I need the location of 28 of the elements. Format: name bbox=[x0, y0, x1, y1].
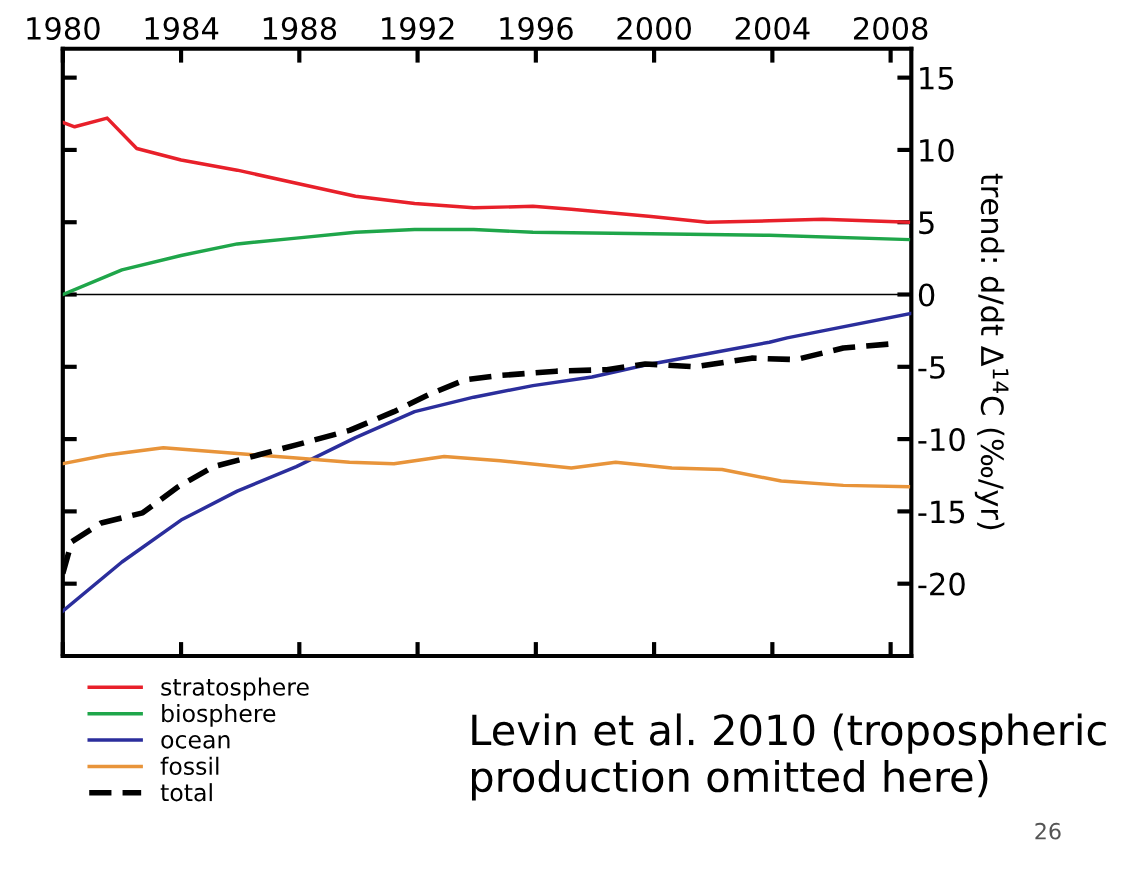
legend-label: biosphere bbox=[162, 703, 276, 727]
line-series bbox=[62, 311, 912, 613]
y-tick-label: 5 bbox=[919, 211, 934, 235]
y-tick-label: 10 bbox=[920, 138, 954, 162]
line-series bbox=[62, 446, 911, 489]
x-tick-label: 1980 bbox=[27, 16, 100, 41]
legend-label: fossil bbox=[160, 756, 219, 776]
x-tick-label: 2000 bbox=[617, 16, 691, 41]
x-tick-label: 1992 bbox=[382, 16, 454, 41]
x-tick-label: 2008 bbox=[853, 16, 928, 41]
y-tick-label: -10 bbox=[918, 428, 965, 452]
x-tick-label: 2004 bbox=[735, 16, 810, 41]
x-tick-label: 1996 bbox=[500, 16, 573, 41]
y-tick-label: 0 bbox=[918, 283, 935, 307]
text: Levin et al. 2010 (tropospheric production omitted here) bbox=[472, 713, 1106, 801]
text: 26 bbox=[1035, 822, 1061, 840]
legend-label: stratosphere bbox=[161, 677, 309, 701]
y-tick-label: -20 bbox=[918, 572, 965, 596]
legend-label: ocean bbox=[161, 735, 230, 749]
y-axis-title: trend: d/dt Δ$^{14}$C (‰/yr) bbox=[974, 173, 1009, 530]
line-series bbox=[62, 116, 911, 224]
line-series bbox=[62, 227, 911, 297]
legend-label: total bbox=[160, 783, 212, 802]
x-tick-label: 1988 bbox=[263, 16, 337, 41]
y-tick-label: 15 bbox=[920, 66, 954, 90]
y-tick-label: -5 bbox=[918, 356, 945, 379]
x-tick-label: 1984 bbox=[145, 16, 219, 41]
y-tick-label: -15 bbox=[918, 500, 965, 524]
